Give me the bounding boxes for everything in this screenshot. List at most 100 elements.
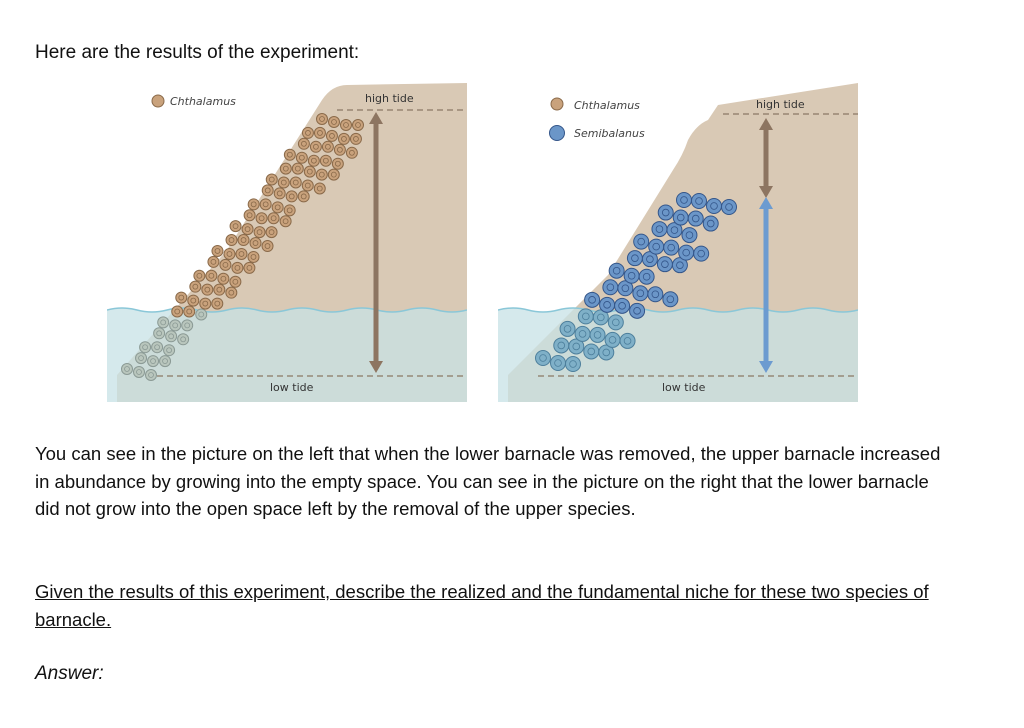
chthalamus-barnacle [283,148,296,161]
chthalamus-barnacle [211,297,224,310]
chthalamus-barnacle [217,272,230,285]
semibalanus-barnacle [602,279,619,296]
chthalamus-barnacle [205,269,218,282]
chthalamus-barnacle [231,261,244,274]
chthalamus-barnacle [289,176,302,189]
semibalanus-barnacle [651,221,668,238]
chthalamus-barnacle [133,366,145,378]
semibalanus-barnacle [568,338,585,355]
answer-label: Answer: [35,663,104,684]
chthalamus-barnacle [297,190,310,203]
barnacle-cluster-semibalanus [535,192,737,372]
chthalamus-barnacle [201,283,214,296]
chthalamus-barnacle [235,247,248,260]
chthalamus-barnacle [135,352,148,365]
chthalamus-barnacle [229,220,242,233]
chthalamus-barnacle [285,190,298,203]
question-prompt: Given the results of this experiment, de… [35,581,929,630]
semibalanus-barnacle [565,356,581,372]
chthalamus-legend-icon [151,94,165,108]
chthalamus-barnacle [352,119,364,131]
semibalanus-barnacle [671,257,688,274]
barnacle-cluster-chthalamus [121,113,364,381]
semibalanus-barnacle [681,227,698,244]
chthalamus-barnacle [273,187,286,200]
semibalanus-barnacle [550,355,566,371]
chthalamus-barnacle [328,116,340,128]
chthalamus-range-arrow [369,112,383,373]
semibalanus-barnacle [632,285,649,302]
semibalanus-barnacle [592,309,609,326]
chthalamus-barnacle [325,129,338,142]
semibalanus-barnacle [672,209,689,226]
semibalanus-barnacle [647,286,664,303]
chthalamus-barnacle [279,215,292,228]
chthalamus-barnacle [327,168,340,181]
chthalamus-barnacle [259,198,272,211]
chthalamus-barnacle [255,212,268,225]
chthalamus-barnacle [183,305,196,318]
semibalanus-barnacle [589,326,606,343]
semibalanus-barnacle [629,302,646,319]
water-surface [498,307,858,313]
legend-chthalamus: Chthalamus [151,94,236,108]
chthalamus-barnacle [283,204,296,217]
left-diagram-svg: Chthalamus high tide low tide [107,80,467,402]
chthalamus-barnacle [243,209,256,222]
semibalanus-barnacle [657,204,674,221]
chthalamus-barnacle [337,132,350,145]
chthalamus-barnacle [291,162,304,175]
chthalamus-barnacle [153,327,166,340]
chthalamus-barnacle [261,240,274,253]
chthalamus-barnacle [319,154,332,167]
chthalamus-barnacle [171,305,184,318]
chthalamus-barnacle [301,179,314,192]
semibalanus-barnacle [607,314,624,331]
chthalamus-barnacle [297,137,310,150]
semibalanus-barnacle [702,215,719,232]
low-tide-label: low tide [662,381,706,394]
chthalamus-barnacle [247,250,260,263]
high-tide-label: high tide [756,98,805,111]
chthalamus-barnacle [225,234,238,247]
chthalamus-barnacle [219,258,232,271]
chthalamus-barnacle [349,132,362,145]
chthalamus-barnacle [181,319,194,332]
chthalamus-barnacle [316,113,328,125]
semibalanus-barnacle [626,250,643,267]
chthalamus-barnacle [225,286,238,299]
chthalamus-barnacle [303,165,316,178]
semibalanus-barnacle [598,344,615,361]
chthalamus-barnacle [199,297,212,310]
legend-semibalanus: Semibalanus [549,125,645,141]
semibalanus-barnacle [676,192,692,208]
chthalamus-barnacle [315,168,328,181]
chthalamus-barnacle [333,143,346,156]
chthalamus-barnacle [241,223,254,236]
chthalamus-barnacle [309,140,322,153]
semibalanus-barnacle [577,308,594,325]
chthalamus-barnacle [189,280,202,293]
chthalamus-barnacle [340,119,352,131]
semibalanus-barnacle [641,251,658,268]
semibalanus-barnacle [666,222,683,239]
semibalanus-barnacle [721,199,737,215]
chthalamus-barnacle [249,237,262,250]
chthalamus-barnacle [247,198,260,211]
chthalamus-barnacle [195,308,208,321]
chthalamus-barnacle [295,151,308,164]
chthalamus-barnacle [159,355,172,368]
legend-label-chthalamus: Chthalamus [574,99,640,112]
chthalamus-barnacle [265,226,278,239]
chthalamus-barnacle [165,330,178,343]
chthalamus-barnacle [243,261,256,274]
legend-label-chthalamus: Chthalamus [170,95,236,108]
water-surface [107,307,467,313]
legend-chthalamus: Chthalamus [550,97,640,112]
chthalamus-barnacle [187,294,200,307]
chthalamus-barnacle [169,319,182,332]
semibalanus-range-arrow [759,197,773,373]
chthalamus-barnacle [265,173,278,186]
chthalamus-barnacle [229,275,242,288]
chthalamus-barnacle [279,162,292,175]
